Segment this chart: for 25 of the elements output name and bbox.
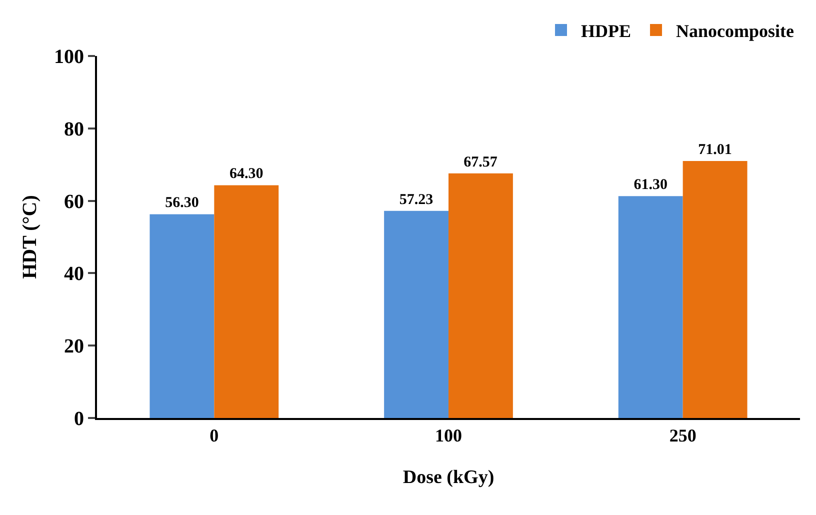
bar bbox=[682, 160, 748, 418]
bar bbox=[618, 196, 683, 418]
data-label: 71.01 bbox=[698, 142, 732, 158]
y-tick-label: 0 bbox=[74, 408, 84, 430]
bar bbox=[448, 173, 513, 418]
bar bbox=[150, 214, 214, 418]
x-tick-label: 0 bbox=[210, 426, 219, 446]
y-tick-label: 20 bbox=[64, 336, 84, 358]
y-tick-label: 60 bbox=[64, 190, 84, 213]
legend-label: Nanocomposite bbox=[676, 20, 794, 41]
bar bbox=[384, 210, 448, 418]
x-tick-label: 100 bbox=[435, 426, 462, 446]
data-label: 56.30 bbox=[165, 195, 199, 212]
data-label: 61.30 bbox=[634, 177, 668, 194]
y-tick-label: 80 bbox=[64, 118, 84, 140]
data-label: 67.57 bbox=[464, 154, 498, 170]
y-tick-label: 40 bbox=[64, 263, 84, 286]
data-label: 64.30 bbox=[230, 166, 264, 182]
bar bbox=[214, 185, 279, 418]
y-axis-title: HDT (°C) bbox=[19, 195, 41, 279]
legend-label: HDPE bbox=[581, 20, 632, 41]
x-axis-title: Dose (kGy) bbox=[402, 466, 494, 488]
y-tick-label: 100 bbox=[54, 46, 84, 68]
data-label: 57.23 bbox=[399, 192, 434, 208]
x-tick-label: 250 bbox=[669, 426, 696, 446]
